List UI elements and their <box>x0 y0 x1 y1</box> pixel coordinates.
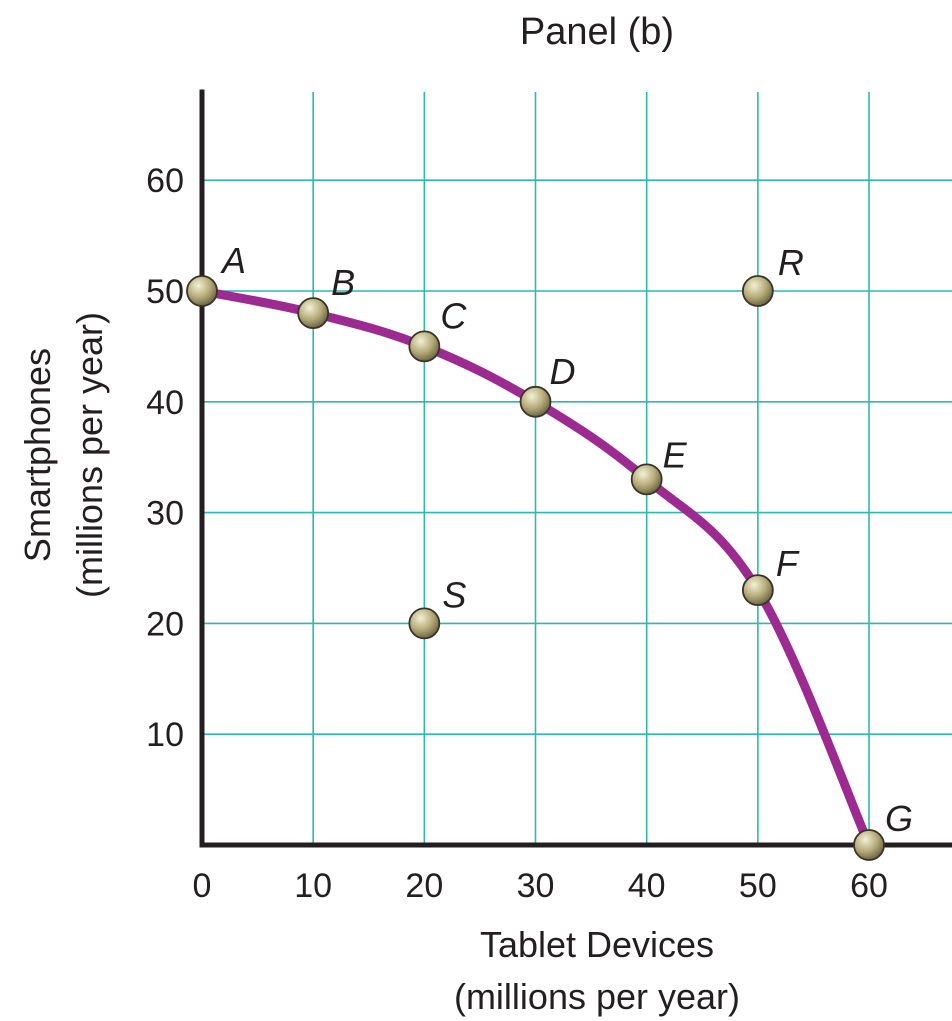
point-B <box>297 297 330 330</box>
points-layer: A B C D E F G R S <box>186 240 913 861</box>
point-label-F: F <box>776 543 800 584</box>
point-label-A: A <box>220 240 246 281</box>
point-label-S: S <box>442 574 466 615</box>
point-E <box>630 463 663 496</box>
point-F <box>741 574 774 607</box>
x-tick-label-60: 60 <box>850 867 888 905</box>
point-label-B: B <box>331 262 355 303</box>
y-axis-title-line1: Smartphones <box>17 348 58 562</box>
y-tick-label-30: 30 <box>146 495 184 533</box>
x-tick-label-40: 40 <box>628 867 666 905</box>
tick-labels: 0 10 20 30 40 50 60 10 20 30 40 50 60 <box>146 162 888 905</box>
point-C <box>408 330 441 363</box>
x-axis-title-line2: (millions per year) <box>454 976 740 1017</box>
point-D <box>519 385 552 418</box>
y-tick-label-20: 20 <box>146 605 184 643</box>
y-tick-label-50: 50 <box>146 273 184 311</box>
gridlines <box>202 92 952 845</box>
point-label-G: G <box>885 798 913 839</box>
chart-title: Panel (b) <box>520 11 674 53</box>
y-axis-title: Smartphones <box>17 348 58 562</box>
y-axis-title-2: (millions per year) <box>69 312 110 598</box>
y-tick-label-10: 10 <box>146 716 184 754</box>
point-label-C: C <box>440 295 467 336</box>
x-tick-label-30: 30 <box>517 867 555 905</box>
y-tick-label-40: 40 <box>146 384 184 422</box>
point-G <box>853 829 885 861</box>
y-axis-title-line2: (millions per year) <box>69 312 110 598</box>
point-label-D: D <box>550 351 576 392</box>
x-axis-title-line1: Tablet Devices <box>480 924 714 965</box>
x-tick-label-0: 0 <box>193 867 212 905</box>
point-A <box>186 275 218 307</box>
point-S <box>408 607 441 640</box>
point-label-E: E <box>663 434 688 475</box>
x-tick-label-10: 10 <box>294 867 332 905</box>
point-R <box>741 275 774 307</box>
x-tick-label-50: 50 <box>739 867 777 905</box>
y-tick-label-60: 60 <box>146 162 184 200</box>
point-label-R: R <box>778 242 804 283</box>
x-tick-label-20: 20 <box>405 867 443 905</box>
axes <box>199 89 952 848</box>
